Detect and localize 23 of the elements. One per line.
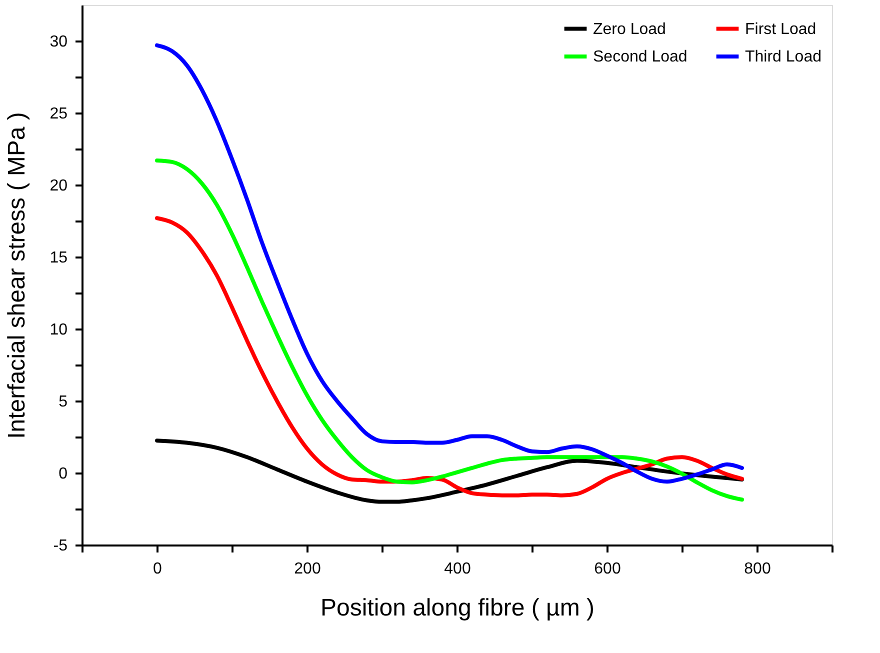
y-tick-label: 0 (58, 466, 68, 482)
y-tick-label: 20 (50, 178, 68, 194)
y-tick-label: -5 (53, 538, 68, 554)
legend-label: First Load (745, 20, 816, 38)
y-tick-label: 30 (50, 34, 68, 50)
x-tick-label: 600 (594, 560, 621, 578)
x-axis-title: Position along fibre ( µm ) (320, 594, 594, 622)
line-series (155, 158, 744, 502)
y-tick-label: 5 (58, 394, 68, 410)
legend-label: Third Load (745, 48, 822, 66)
line-series (155, 216, 744, 498)
x-tick-label: 400 (444, 560, 471, 578)
y-tick-label: 25 (50, 106, 68, 122)
y-tick-label: 10 (50, 322, 68, 338)
line-series (155, 43, 744, 484)
y-tick-label: 15 (50, 250, 68, 266)
x-tick-label: 200 (294, 560, 321, 578)
line-series (155, 438, 744, 504)
x-tick-label: 800 (744, 560, 771, 578)
legend-label: Second Load (593, 48, 688, 66)
legend-label: Zero Load (593, 20, 666, 38)
x-tick-label: 0 (153, 560, 162, 578)
y-axis-title: Interfacial shear stress ( MPa ) (4, 112, 31, 439)
